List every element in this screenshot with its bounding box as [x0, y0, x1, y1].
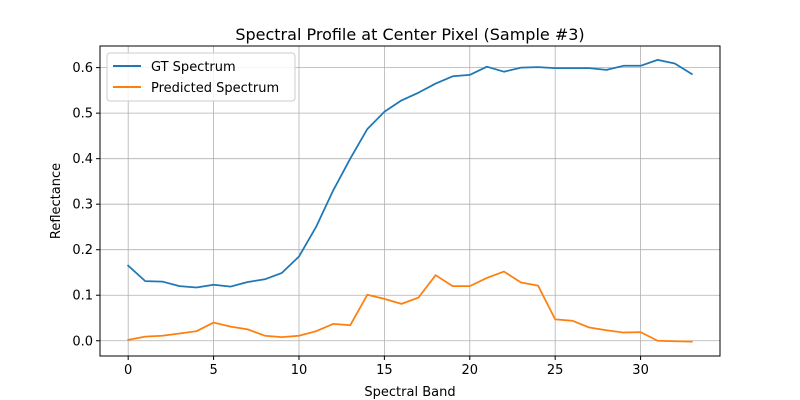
y-tick-label: 0.2	[72, 243, 93, 258]
y-tick-label: 0.3	[72, 198, 93, 213]
y-axis-label: Reflectance	[49, 163, 64, 239]
legend-label-gt: GT Spectrum	[151, 60, 236, 75]
y-tick-label: 0.1	[72, 289, 93, 304]
ticks: 0 5 10 15 20 25 30 0.0 0.1 0.2 0.3 0.4 0.5 0.6	[72, 61, 649, 378]
series-layer	[126, 59, 694, 343]
y-tick-label: 0.4	[72, 152, 93, 167]
x-tick-label: 0	[124, 363, 132, 378]
chart-title: Spectral Profile at Center Pixel (Sample…	[235, 25, 584, 44]
x-tick-label: 5	[209, 363, 217, 378]
y-tick-label: 0.5	[72, 107, 93, 122]
legend-label-predicted: Predicted Spectrum	[151, 81, 279, 96]
y-tick-label: 0.6	[72, 61, 93, 76]
x-axis-label: Spectral Band	[364, 385, 455, 400]
x-tick-label: 20	[462, 363, 479, 378]
predicted-spectrum-line	[127, 270, 693, 343]
x-tick-label: 30	[632, 363, 649, 378]
gt-spectrum-line	[126, 59, 694, 289]
grid	[100, 46, 720, 356]
plot-frame	[99, 45, 721, 357]
x-tick-label: 10	[291, 363, 308, 378]
legend: GT Spectrum Predicted Spectrum	[106, 52, 296, 102]
x-tick-label: 25	[547, 363, 564, 378]
legend-box	[106, 52, 296, 102]
x-tick-label: 15	[376, 363, 393, 378]
y-tick-label: 0.0	[72, 334, 93, 349]
